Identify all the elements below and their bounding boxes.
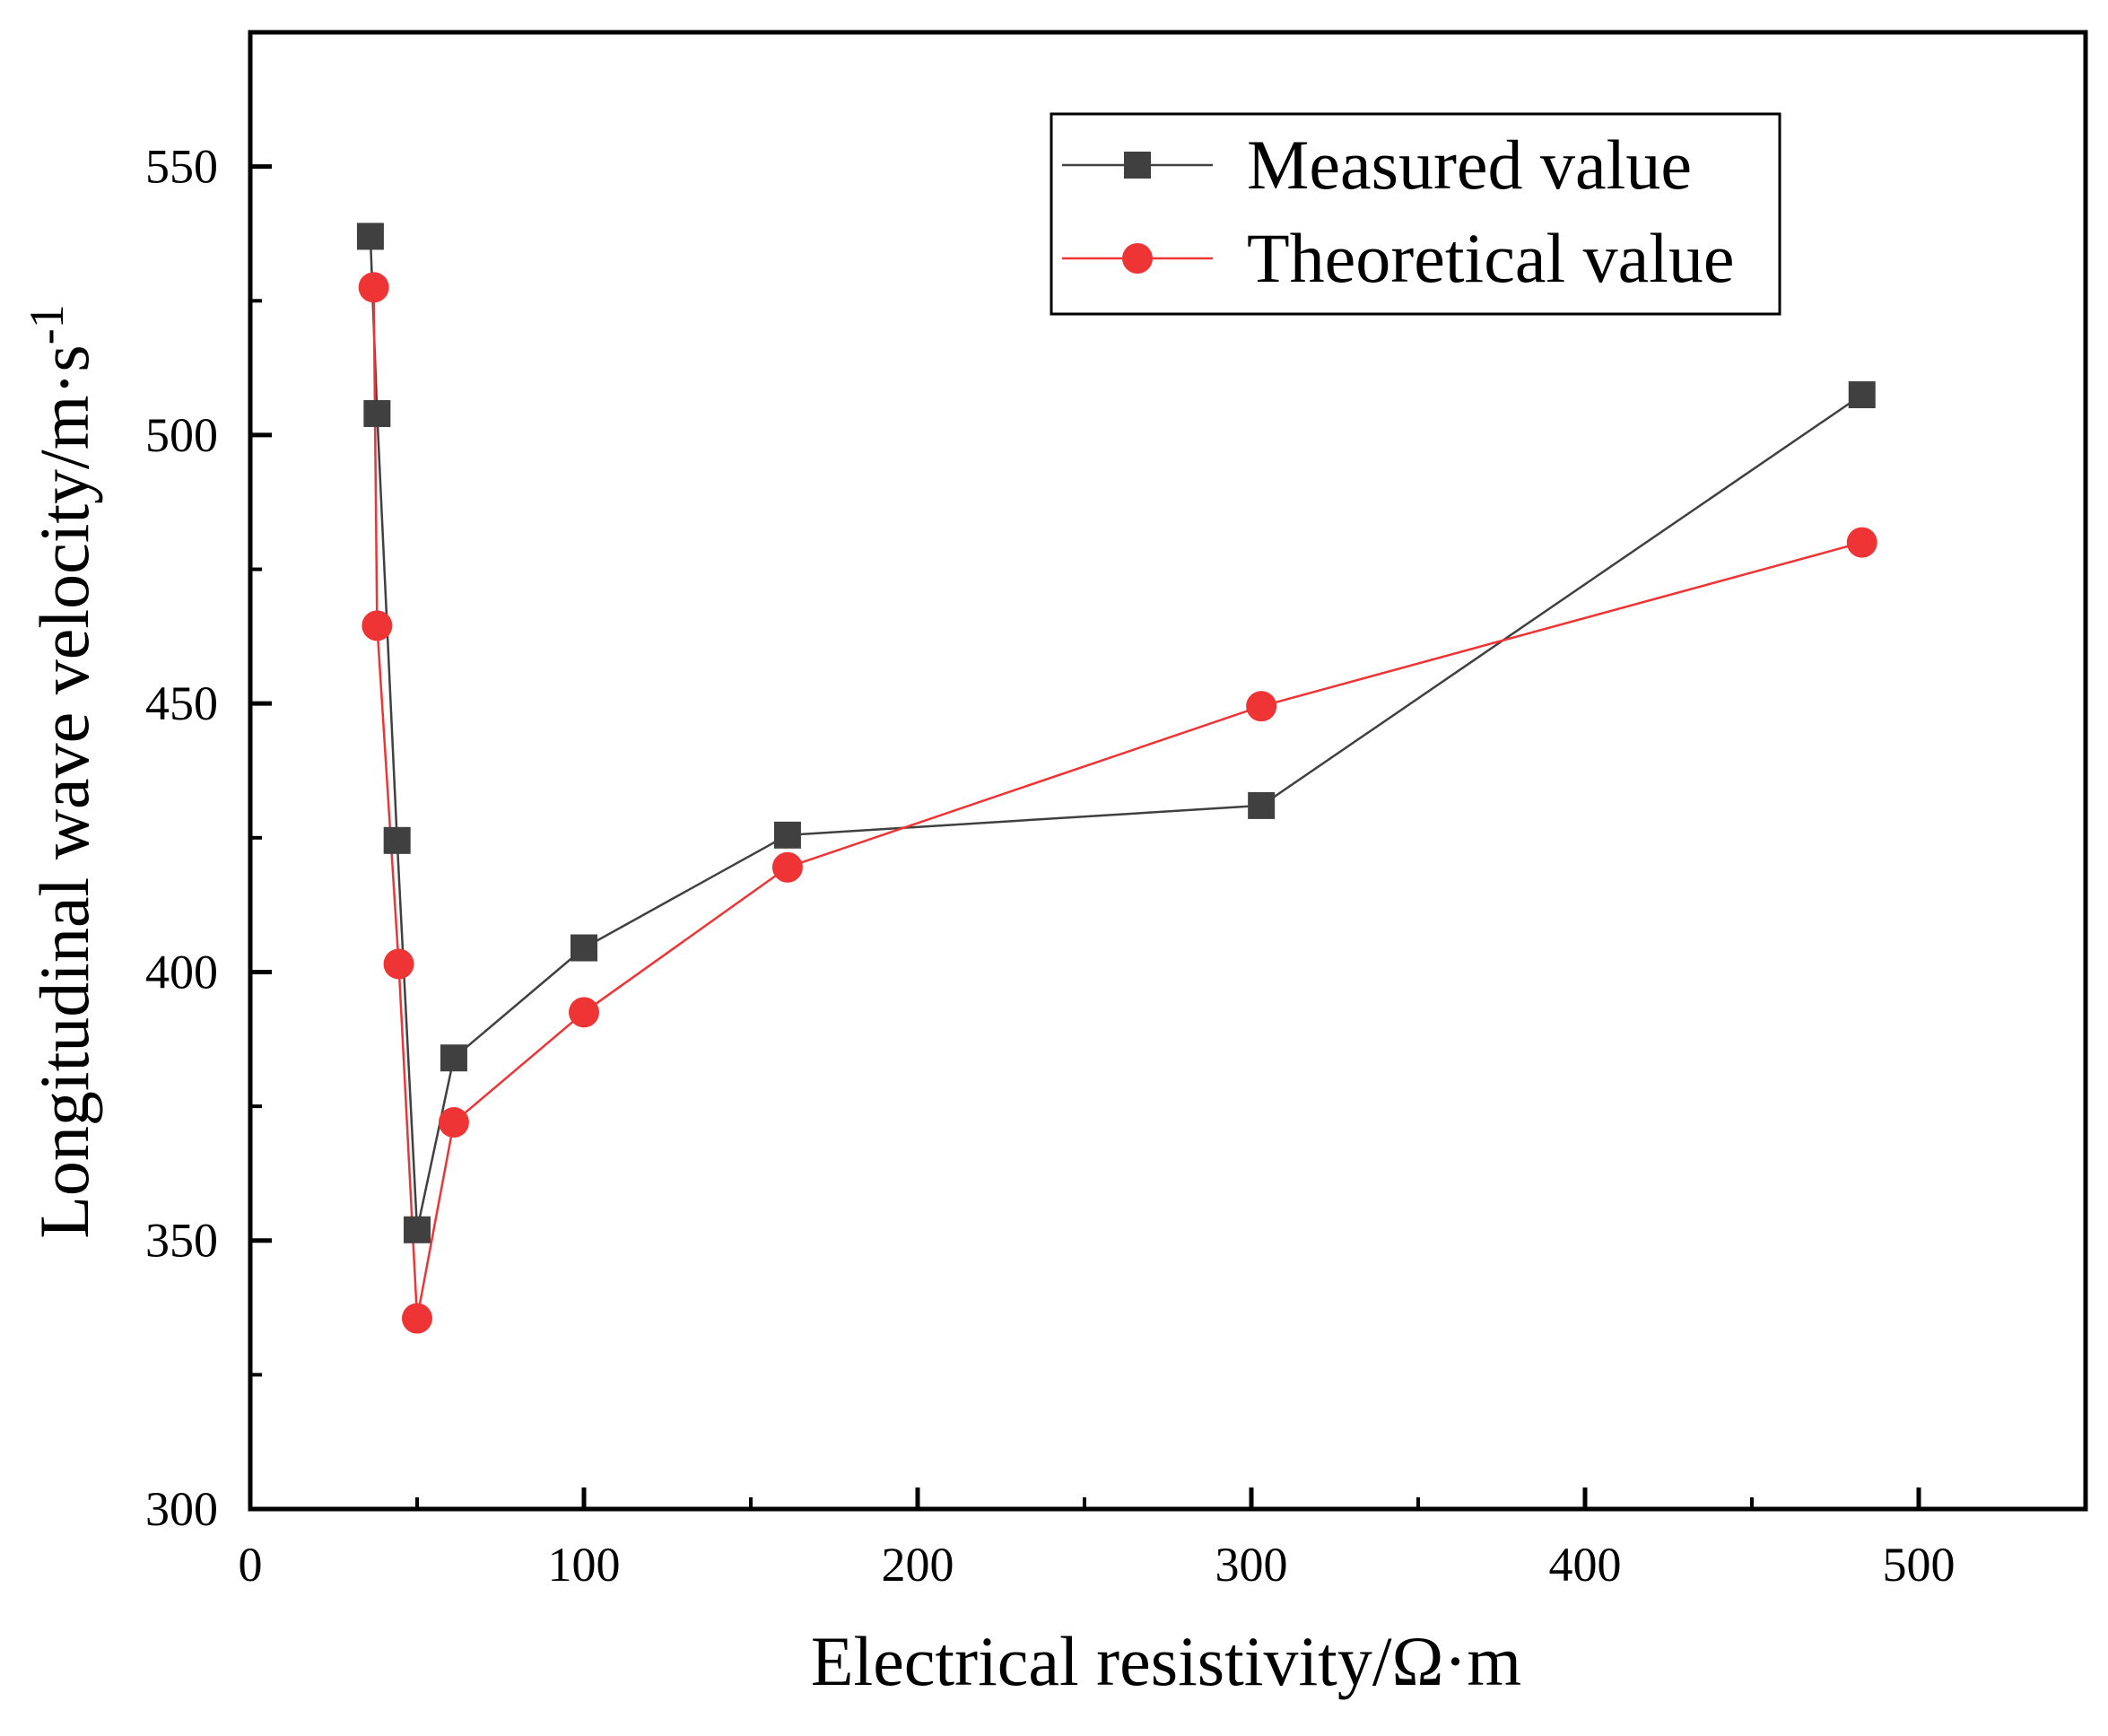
theoretical-value-point <box>569 997 599 1028</box>
y-tick-label: 400 <box>145 945 218 999</box>
x-tick-label: 500 <box>1883 1538 1956 1592</box>
theoretical-value-point <box>1246 691 1277 722</box>
theoretical-value-point <box>1846 527 1877 558</box>
legend-label-theoretical-value: Theoretical value <box>1247 219 1735 297</box>
legend-label-measured-value: Measured value <box>1247 126 1692 204</box>
x-tick-label: 0 <box>239 1538 263 1592</box>
theoretical-value-point <box>361 610 393 641</box>
measured-value-point <box>363 399 391 427</box>
axis-tick-labels: 0 100 200 300 400 500 300 350 400 450 500 550 <box>145 140 1956 1592</box>
series-markers <box>356 222 1877 1334</box>
theoretical-value-point <box>402 1303 432 1334</box>
x-tick-label: 300 <box>1215 1538 1288 1592</box>
y-tick-label: 450 <box>145 676 218 730</box>
y-tick-label: 500 <box>145 408 218 462</box>
legend: Measured value Theoretical value <box>1050 112 1781 316</box>
x-tick-label: 100 <box>548 1538 621 1592</box>
y-tick-label: 550 <box>145 140 218 194</box>
measured-value-point <box>440 1044 467 1072</box>
theoretical-value-point <box>383 948 414 980</box>
x-tick-label: 400 <box>1549 1538 1622 1592</box>
legend-box <box>1050 112 1781 316</box>
measured-value-point <box>356 222 384 250</box>
y-axis-title-main: Longitudinal wave velocity/m·s <box>25 345 103 1238</box>
y-tick-label: 300 <box>145 1482 218 1536</box>
y-axis-title: Longitudinal wave velocity/m·s-1 <box>20 304 103 1238</box>
measured-value-point <box>773 821 801 849</box>
measured-value-point <box>1848 381 1876 409</box>
measured-value-point <box>1248 791 1276 819</box>
plot-frame <box>248 30 2088 1512</box>
theoretical-value-point <box>438 1107 469 1138</box>
theoretical-value-point <box>771 851 803 883</box>
measured-value-point <box>383 826 411 854</box>
x-axis-title: Electrical resistivity/Ω·m <box>811 1622 1521 1700</box>
measured-value-point <box>404 1216 431 1243</box>
y-axis-title-superscript: -1 <box>20 304 74 345</box>
x-tick-label: 200 <box>882 1538 954 1592</box>
measured-value-point <box>571 934 597 962</box>
y-tick-label: 350 <box>145 1214 218 1268</box>
legend-marker-measured-value <box>1124 152 1151 179</box>
legend-items: Measured value Theoretical value <box>1062 126 1735 297</box>
theoretical-value-point <box>358 272 389 303</box>
legend-marker-theoretical-value <box>1122 243 1153 274</box>
